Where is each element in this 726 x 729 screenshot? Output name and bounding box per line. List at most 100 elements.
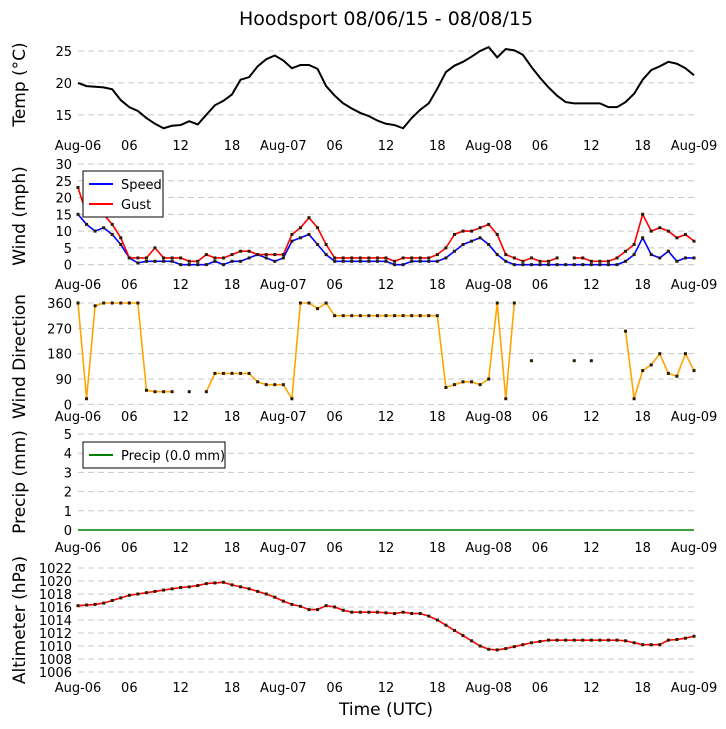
data-point: [307, 232, 311, 236]
data-point: [375, 259, 379, 263]
data-point: [444, 246, 448, 250]
data-point: [307, 216, 311, 220]
data-point: [256, 253, 260, 257]
data-point: [170, 587, 174, 591]
data-point: [144, 256, 148, 260]
data-point: [666, 229, 670, 233]
x-tick-label: 06: [532, 410, 549, 425]
data-point: [179, 586, 183, 589]
data-point: [470, 380, 474, 384]
data-point: [606, 259, 610, 263]
y-axis-label: Wind (mph): [10, 166, 30, 266]
y-tick-label: 5: [64, 428, 72, 443]
data-point: [119, 596, 123, 600]
data-point: [358, 314, 362, 318]
x-tick-label: 06: [326, 681, 343, 696]
data-point: [564, 638, 568, 642]
data-point: [136, 301, 140, 305]
data-point: [324, 604, 328, 608]
y-tick-label: 4: [64, 447, 72, 462]
x-tick-label: 12: [172, 139, 189, 154]
data-point: [504, 397, 508, 401]
data-point: [239, 585, 243, 589]
data-point: [298, 236, 302, 240]
data-point: [641, 643, 645, 647]
legend-box: [82, 170, 164, 218]
data-point: [162, 259, 166, 263]
data-point: [213, 581, 217, 585]
data-point: [555, 638, 559, 642]
x-tick-label: 18: [429, 410, 446, 425]
data-point: [418, 612, 422, 615]
data-point: [427, 256, 431, 260]
data-point: [187, 263, 191, 267]
data-point: [478, 226, 482, 230]
y-tick-label: 1008: [39, 653, 72, 668]
x-tick-label: 12: [378, 681, 395, 696]
data-point: [495, 253, 499, 257]
data-point: [555, 256, 559, 260]
y-tick-label: 1: [64, 505, 72, 520]
y-tick-label: 5: [64, 242, 72, 257]
data-point: [196, 259, 200, 263]
data-point: [564, 263, 568, 267]
data-point: [512, 645, 516, 649]
data-point: [444, 623, 448, 627]
data-point: [333, 259, 337, 263]
x-tick-label: 18: [634, 278, 651, 293]
x-tick-label: 18: [224, 278, 241, 293]
data-point: [410, 314, 414, 318]
data-point: [470, 239, 474, 243]
data-point: [367, 259, 371, 263]
data-point: [410, 612, 414, 615]
data-point: [538, 263, 542, 267]
data-point: [401, 263, 405, 267]
data-point: [581, 256, 585, 260]
data-point: [358, 610, 362, 614]
data-point: [324, 243, 328, 247]
x-tick-label: 06: [532, 139, 549, 154]
data-point: [538, 639, 542, 643]
x-tick-label: Aug-06: [55, 410, 102, 425]
data-point: [324, 301, 328, 305]
y-tick-label: 1022: [39, 562, 72, 577]
x-tick-label: 18: [634, 410, 651, 425]
data-point: [598, 263, 602, 267]
x-tick-label: 06: [532, 681, 549, 696]
data-point: [281, 383, 285, 387]
data-point: [410, 259, 414, 263]
x-tick-label: 06: [121, 541, 138, 556]
data-point: [461, 634, 465, 638]
data-point: [204, 263, 208, 267]
data-point: [393, 263, 397, 267]
data-point: [247, 371, 251, 375]
legend-label: Speed: [121, 178, 162, 193]
data-point: [144, 259, 148, 263]
data-point: [110, 232, 114, 236]
data-point: [76, 301, 80, 305]
data-point: [529, 641, 533, 645]
data-point: [239, 259, 243, 263]
data-point: [196, 584, 200, 588]
data-point: [589, 638, 593, 642]
data-point: [384, 259, 388, 263]
data-point: [461, 243, 465, 247]
x-tick-label: 18: [634, 541, 651, 556]
data-point: [649, 229, 653, 233]
y-tick-label: 180: [47, 348, 72, 363]
data-point: [512, 301, 516, 305]
y-tick-label: 360: [47, 297, 72, 312]
data-point: [256, 380, 260, 384]
x-tick-label: 18: [224, 139, 241, 154]
data-point: [256, 589, 260, 593]
data-point: [93, 229, 97, 233]
data-point: [444, 256, 448, 260]
data-point: [221, 263, 225, 267]
data-point: [589, 263, 593, 267]
data-point: [401, 256, 405, 260]
data-point: [290, 397, 294, 401]
x-tick-label: 06: [532, 541, 549, 556]
data-point: [624, 259, 628, 263]
data-point: [230, 371, 234, 375]
